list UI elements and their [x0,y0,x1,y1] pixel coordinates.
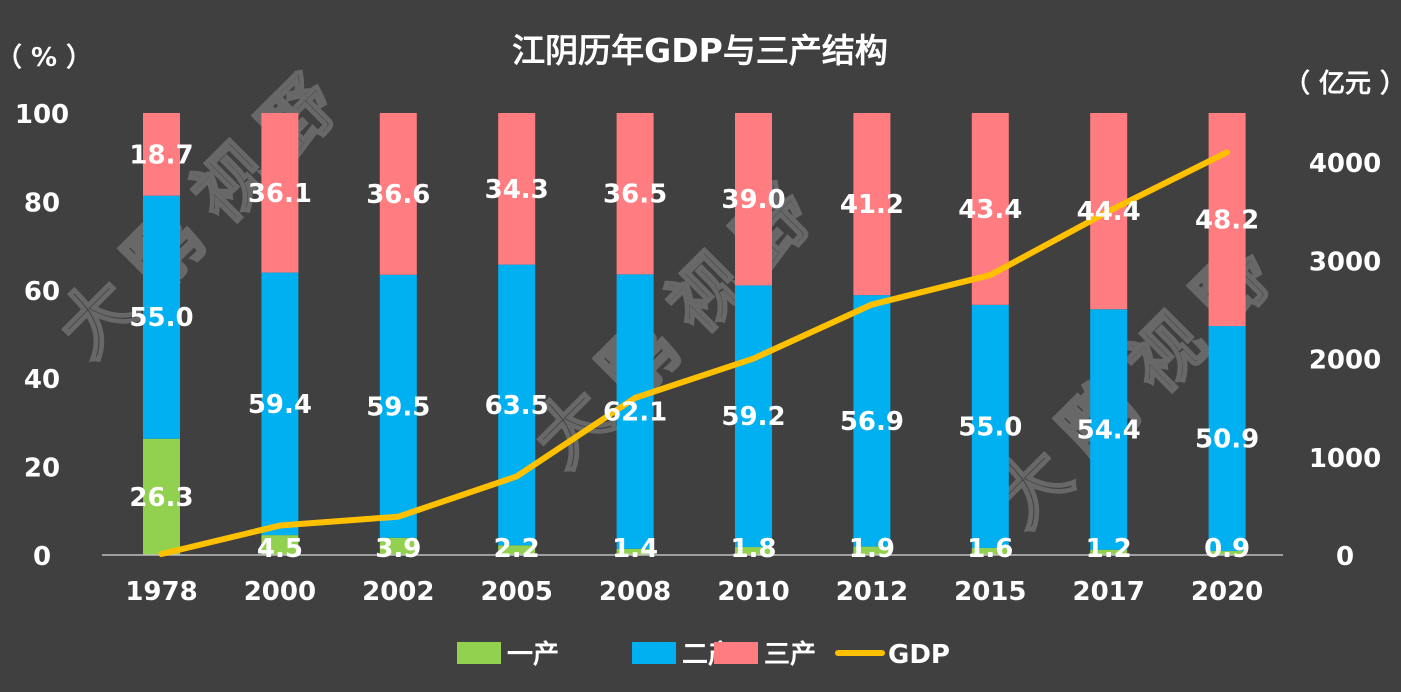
data-label-三产: 18.7 [129,140,193,170]
data-label-一产: 1.6 [967,534,1013,564]
data-label-二产: 55.0 [129,303,193,333]
data-label-三产: 36.1 [248,179,312,209]
legend-item-三产-swatch [714,642,758,664]
x-axis-tick-label: 2020 [1191,577,1263,607]
data-label-一产: 26.3 [129,483,193,513]
data-label-一产: 1.2 [1086,534,1132,564]
legend-item-一产-label: 一产 [507,640,559,670]
legend-item-一产-swatch [457,642,501,664]
bar-segment-一产 [143,438,180,555]
bar-segment-二产 [853,295,891,547]
data-label-三产: 41.2 [840,190,904,220]
data-label-一产: 0.9 [1204,534,1250,564]
data-label-二产: 59.2 [721,402,785,432]
right-axis-tick-label: 4000 [1309,149,1381,179]
left-axis-unit: （ % ） [0,43,92,73]
data-label-二产: 59.4 [248,390,312,420]
bar-segment-二产 [735,285,772,548]
bar-segment-一产 [853,546,891,555]
x-axis-tick-label: 2000 [244,577,316,607]
data-label-二产: 55.0 [958,412,1022,442]
data-label-一产: 4.5 [257,534,303,564]
x-axis-tick-label: 2008 [599,577,671,607]
data-label-一产: 1.9 [849,534,895,564]
bar-segment-三产 [853,113,891,296]
bar-segment-一产 [616,548,654,555]
legend-item-gdp-label: GDP [888,640,950,670]
bar-segment-一产 [1090,549,1128,555]
left-axis-tick-label: 20 [24,454,60,484]
bar-segment-一产 [735,547,772,555]
bar-segment-三产 [498,113,536,265]
right-axis-tick-label: 2000 [1309,346,1381,376]
bar-segment-二产 [261,272,299,536]
gdp-line [158,149,1231,558]
x-axis-tick-label: 2012 [836,577,908,607]
bar-segment-一产 [261,535,299,555]
x-axis-tick-label: 2010 [717,577,789,607]
data-label-二产: 50.9 [1195,425,1259,455]
bar-segment-二产 [498,264,536,546]
bar-segment-一产 [971,547,1009,555]
left-axis-tick-label: 80 [24,188,60,218]
bar-segment-二产 [379,274,417,538]
bar-segment-二产 [1090,309,1128,550]
data-label-二产: 63.5 [485,391,549,421]
left-axis-tick-label: 40 [24,365,60,395]
gdp-line-layer [158,149,1231,558]
bar-segment-一产 [498,545,536,555]
bar-segment-二产 [143,195,180,439]
left-axis-tick-label: 100 [15,100,69,130]
legend: 一产 二产 三产 GDP [457,640,950,670]
data-label-三产: 44.4 [1077,197,1141,227]
bar-segment-三产 [379,113,417,275]
x-axis-tick-label: 2002 [362,577,434,607]
data-label-一产: 3.9 [375,534,421,564]
right-axis-tick-label: 1000 [1309,444,1381,474]
data-label-一产: 1.8 [730,534,776,564]
x-axis-tick-label: 2015 [954,577,1026,607]
bar-segment-三产 [261,113,299,273]
bar-segment-三产 [143,113,180,196]
x-axis-tick-label: 2017 [1073,577,1145,607]
right-axis-tick-label: 3000 [1309,247,1381,277]
bars-layer [143,113,1246,555]
left-axis-tick-label: 0 [33,542,51,572]
bar-segment-一产 [379,537,417,555]
data-label-二产: 56.9 [840,407,904,437]
data-label-二产: 62.1 [603,398,667,428]
watermark-char: 视 [1111,298,1221,408]
data-label-一产: 1.4 [612,534,658,564]
bar-segment-三产 [735,113,772,286]
data-label-三产: 36.5 [603,180,667,210]
legend-item-三产-label: 三产 [764,640,816,670]
bar-segment-三产 [616,113,654,275]
bar-segment-二产 [616,274,654,549]
data-label-三产: 43.4 [958,195,1022,225]
x-axis-tick-label: 2005 [481,577,553,607]
bar-segment-二产 [1208,326,1246,552]
bar-segment-二产 [971,304,1009,548]
chart-title: 江阴历年GDP与三产结构 [512,31,888,70]
data-label-三产: 48.2 [1195,206,1259,236]
data-label-三产: 36.6 [366,180,430,210]
right-axis-unit: （ 亿元 ） [1284,69,1401,99]
data-label-二产: 54.4 [1077,415,1141,445]
left-axis-tick-label: 60 [24,277,60,307]
bar-segment-一产 [1208,551,1246,555]
x-axis-tick-label: 1978 [125,577,197,607]
right-axis-tick-label: 0 [1336,542,1354,572]
data-labels-layer: 26.3 55.0 18.7 4.5 59.4 36.1 3.9 59.5 36.6 2.2 63.… [129,140,1259,564]
data-label-二产: 59.5 [366,392,430,422]
data-label-一产: 2.2 [494,534,540,564]
data-label-三产: 39.0 [721,185,785,215]
legend-item-二产-swatch [632,642,676,664]
bar-segment-三产 [1208,113,1246,327]
data-label-三产: 34.3 [485,175,549,205]
